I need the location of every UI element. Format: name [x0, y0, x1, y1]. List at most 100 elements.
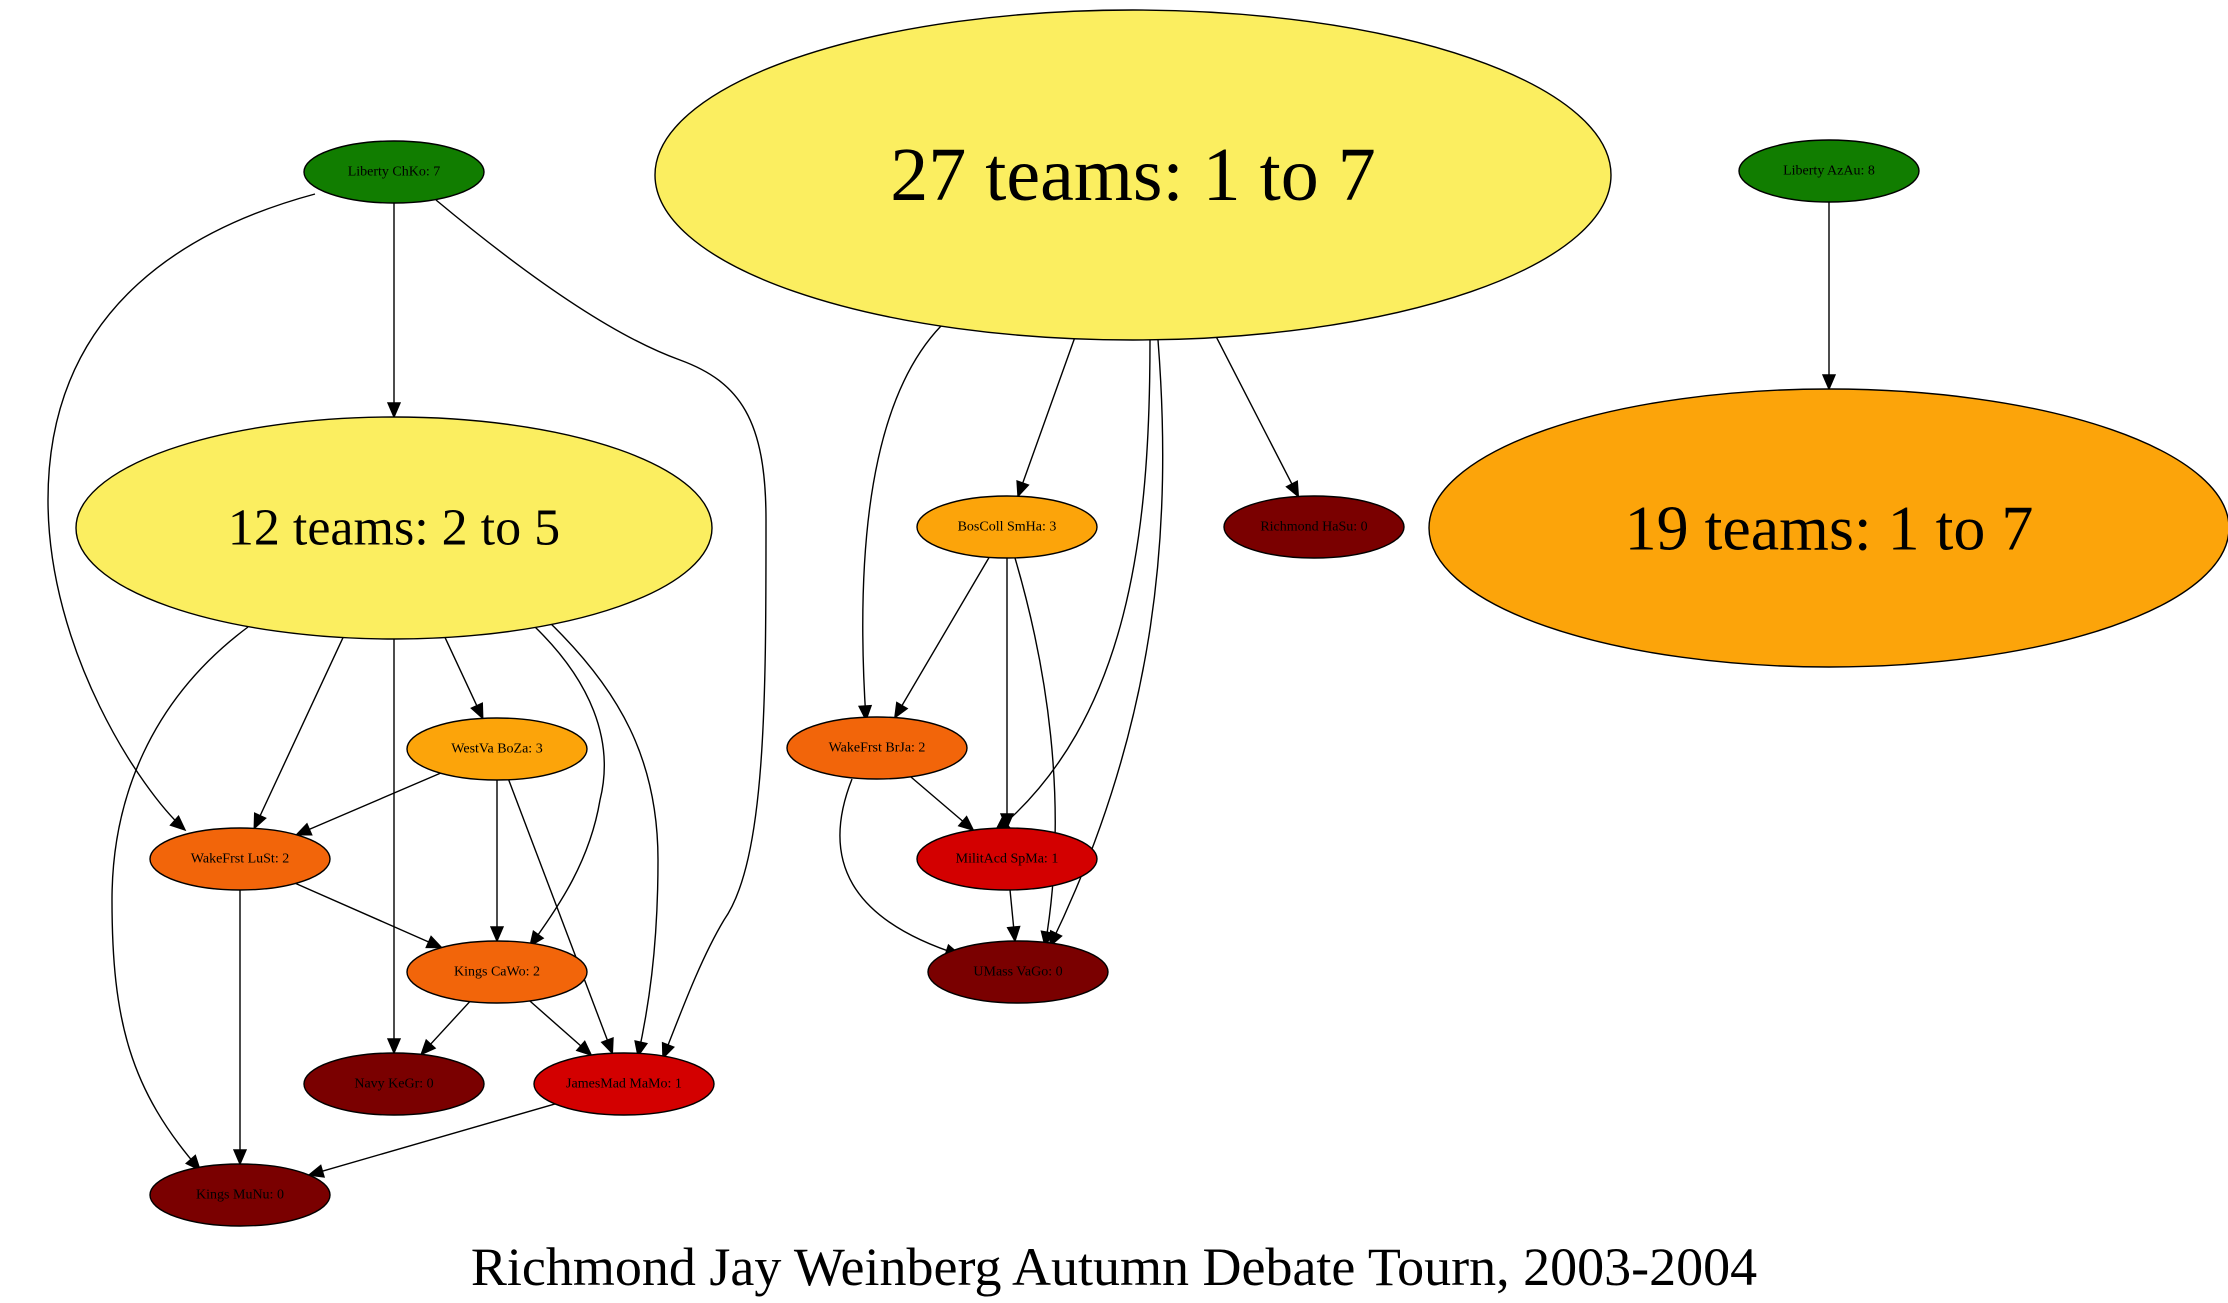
node-label: Liberty AzAu: 8 [1783, 164, 1875, 179]
edge-line [862, 325, 942, 721]
node-shape [149, 827, 331, 891]
node-kings-munu: Kings MuNu: 0 [149, 1163, 331, 1227]
node-label: WakeFrst LuSt: 2 [191, 852, 289, 867]
node-kings-cawo: Kings CaWo: 2 [406, 940, 588, 1004]
node-liberty-azau: Liberty AzAu: 8 [1738, 139, 1920, 203]
node-label: UMass VaGo: 0 [973, 965, 1062, 980]
edge-westva_boza-to-jamesmad_mamo [507, 779, 614, 1055]
edge-kings_cawo-to-jamesmad_mamo [529, 1000, 593, 1057]
node-shape [406, 717, 588, 781]
edge-line [47, 193, 316, 831]
node-label: 12 teams: 2 to 5 [228, 500, 560, 557]
node-group19: 19 teams: 1 to 7 [1428, 388, 2228, 668]
node-label: WestVa BoZa: 3 [451, 742, 542, 757]
edge-line [253, 637, 344, 829]
arrowhead-icon [470, 702, 484, 721]
arrowhead-icon [893, 701, 909, 720]
arrowhead-icon [858, 704, 873, 722]
node-label: JamesMad MaMo: 1 [566, 1077, 682, 1092]
edge-line [1014, 557, 1056, 947]
arrowhead-icon [425, 935, 444, 949]
arrowhead-icon [600, 1037, 614, 1055]
arrowhead-icon [1821, 374, 1837, 391]
node-militacd-spma: MilitAcd SpMa: 1 [916, 827, 1098, 891]
node-shape [303, 140, 485, 204]
node-label: Liberty ChKo: 7 [348, 165, 441, 180]
edge-militacd_spma-to-umass_vago [1006, 889, 1021, 943]
arrowhead-icon [634, 1040, 649, 1058]
node-shape [654, 9, 1612, 341]
edge-group12-to-kings_cawo [528, 625, 605, 948]
arrowhead-icon [999, 813, 1015, 830]
edge-line [507, 779, 614, 1054]
edge-boscoll_smha-to-militacd_spma [999, 558, 1015, 830]
node-shape [75, 416, 713, 640]
node-shape [149, 1163, 331, 1227]
edge-liberty_chko-to-group12 [386, 203, 402, 419]
node-shape [1428, 388, 2228, 668]
arrowhead-icon [386, 402, 402, 419]
arrowhead-icon [489, 926, 505, 943]
edge-liberty_chko-to-wakefrst_lust [47, 193, 316, 832]
edge-group27-to-militacd_spma [993, 339, 1151, 834]
node-group27: 27 teams: 1 to 7 [654, 9, 1612, 341]
edges-layer [47, 193, 1837, 1178]
node-label: Navy KeGr: 0 [354, 1077, 433, 1092]
arrowhead-icon [575, 1040, 593, 1057]
node-label: Kings CaWo: 2 [454, 965, 540, 980]
node-label: Kings MuNu: 0 [196, 1188, 284, 1203]
edge-liberty_chko-to-jamesmad_mamo [435, 199, 767, 1060]
arrowhead-icon [232, 1149, 248, 1166]
node-label: 19 teams: 1 to 7 [1625, 493, 2034, 564]
node-liberty-chko: Liberty ChKo: 7 [303, 140, 485, 204]
edge-wakefrst_brja-to-militacd_spma [910, 776, 975, 832]
node-label: MilitAcd SpMa: 1 [956, 852, 1059, 867]
node-label: Richmond HaSu: 0 [1260, 520, 1367, 535]
node-label: BosColl SmHa: 3 [958, 520, 1057, 535]
edge-boscoll_smha-to-wakefrst_brja [893, 557, 990, 720]
arrowhead-icon [528, 929, 545, 948]
edge-line [308, 1103, 556, 1176]
edge-line [435, 199, 767, 1059]
edge-group12-to-jamesmad_mamo [546, 619, 659, 1058]
node-boscoll-smha: BosColl SmHa: 3 [916, 495, 1098, 559]
node-shape [916, 827, 1098, 891]
node-wakefrst-brja: WakeFrst BrJa: 2 [786, 716, 968, 780]
edge-kings_cawo-to-navy_kegr [419, 1001, 471, 1056]
arrowhead-icon [185, 1154, 202, 1172]
edge-group12-to-navy_kegr [386, 639, 402, 1055]
edge-line [111, 626, 249, 1171]
edge-line [296, 772, 441, 836]
arrowhead-icon [294, 822, 313, 836]
node-umass-vago: UMass VaGo: 0 [927, 940, 1109, 1004]
edge-group12-to-westva_boza [444, 637, 484, 721]
edge-line [1017, 338, 1076, 497]
edge-group27-to-richmond_hasu [1215, 337, 1300, 499]
arrowhead-icon [1285, 480, 1300, 499]
edge-line [546, 619, 659, 1057]
edge-line [295, 882, 442, 949]
edge-group12-to-kings_munu [111, 626, 249, 1172]
node-richmond-hasu: Richmond HaSu: 0 [1223, 495, 1405, 559]
node-shape [1223, 495, 1405, 559]
edge-westva_boza-to-wakefrst_lust [294, 772, 441, 836]
node-shape [916, 495, 1098, 559]
edge-line [839, 778, 961, 956]
edge-group27-to-wakefrst_brja [858, 325, 942, 722]
node-westva-boza: WestVa BoZa: 3 [406, 717, 588, 781]
arrowhead-icon [1006, 925, 1021, 943]
node-shape [533, 1052, 715, 1116]
edge-wakefrst_lust-to-kings_munu [232, 890, 248, 1166]
node-label: WakeFrst BrJa: 2 [829, 741, 926, 756]
arrowhead-icon [386, 1038, 402, 1055]
edge-jamesmad_mamo-to-kings_munu [307, 1103, 556, 1178]
edge-line [894, 557, 990, 718]
edge-line [994, 339, 1151, 833]
nodes-layer: Liberty ChKo: 7 27 teams: 1 to 7 Liberty A… [75, 9, 2228, 1227]
node-wakefrst-lust: WakeFrst LuSt: 2 [149, 827, 331, 891]
node-shape [303, 1052, 485, 1116]
edge-line [1215, 337, 1299, 497]
arrowhead-icon [307, 1164, 326, 1178]
edge-line [529, 625, 605, 947]
